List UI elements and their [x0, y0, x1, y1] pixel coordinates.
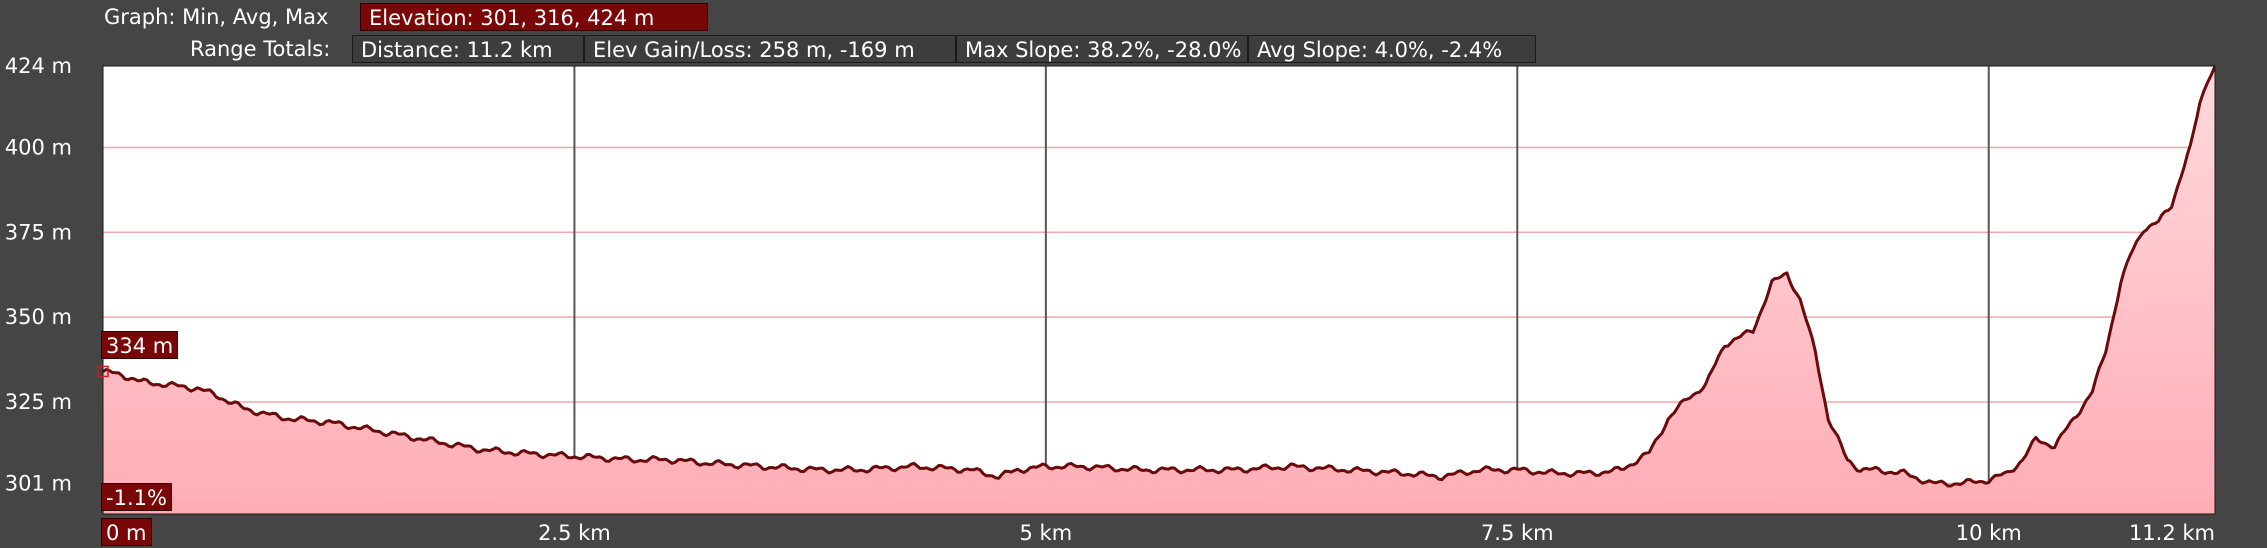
y-tick-label: 301 m	[5, 471, 72, 495]
start-slope-marker: -1.1%	[101, 483, 172, 511]
x-axis-labels: 2.5 km 5 km 7.5 km 10 km 11.2 km	[538, 521, 2215, 545]
x-tick-label: 10 km	[1956, 521, 2022, 545]
start-distance-marker: 0 m	[101, 518, 152, 546]
x-tick-label: 2.5 km	[538, 521, 611, 545]
horizontal-gridlines	[103, 146, 2215, 485]
distance-stat-box: Distance: 11.2 km	[352, 35, 584, 63]
y-axis-labels: 424 m 400 m 375 m 350 m 325 m 301 m	[5, 54, 72, 495]
plot-area	[103, 66, 2215, 514]
elevation-stat-badge[interactable]: Elevation: 301, 316, 424 m	[360, 3, 708, 31]
elevation-profile-line	[103, 66, 2215, 488]
plot-border	[102, 65, 2216, 515]
y-tick-label: 400 m	[5, 135, 72, 159]
cursor-position-marker	[97, 365, 109, 378]
start-elevation-marker: 334 m	[101, 331, 179, 359]
elev-gain-loss-box: Elev Gain/Loss: 258 m, -169 m	[584, 35, 956, 63]
graph-mode-label: Graph: Min, Avg, Max	[104, 5, 329, 29]
y-tick-label: 424 m	[5, 54, 72, 78]
y-tick-label: 325 m	[5, 390, 72, 414]
vertical-gridlines	[573, 66, 1990, 514]
max-slope-box: Max Slope: 38.2%, -28.0%	[956, 35, 1248, 63]
range-totals-label: Range Totals:	[190, 37, 331, 61]
y-tick-label: 350 m	[5, 305, 72, 329]
avg-slope-box: Avg Slope: 4.0%, -2.4%	[1248, 35, 1536, 63]
x-tick-label: 5 km	[1020, 521, 1073, 545]
elevation-area-fill	[103, 66, 2215, 514]
y-tick-label: 375 m	[5, 220, 72, 244]
x-tick-label: 11.2 km	[2129, 521, 2215, 545]
x-tick-label: 7.5 km	[1481, 521, 1554, 545]
